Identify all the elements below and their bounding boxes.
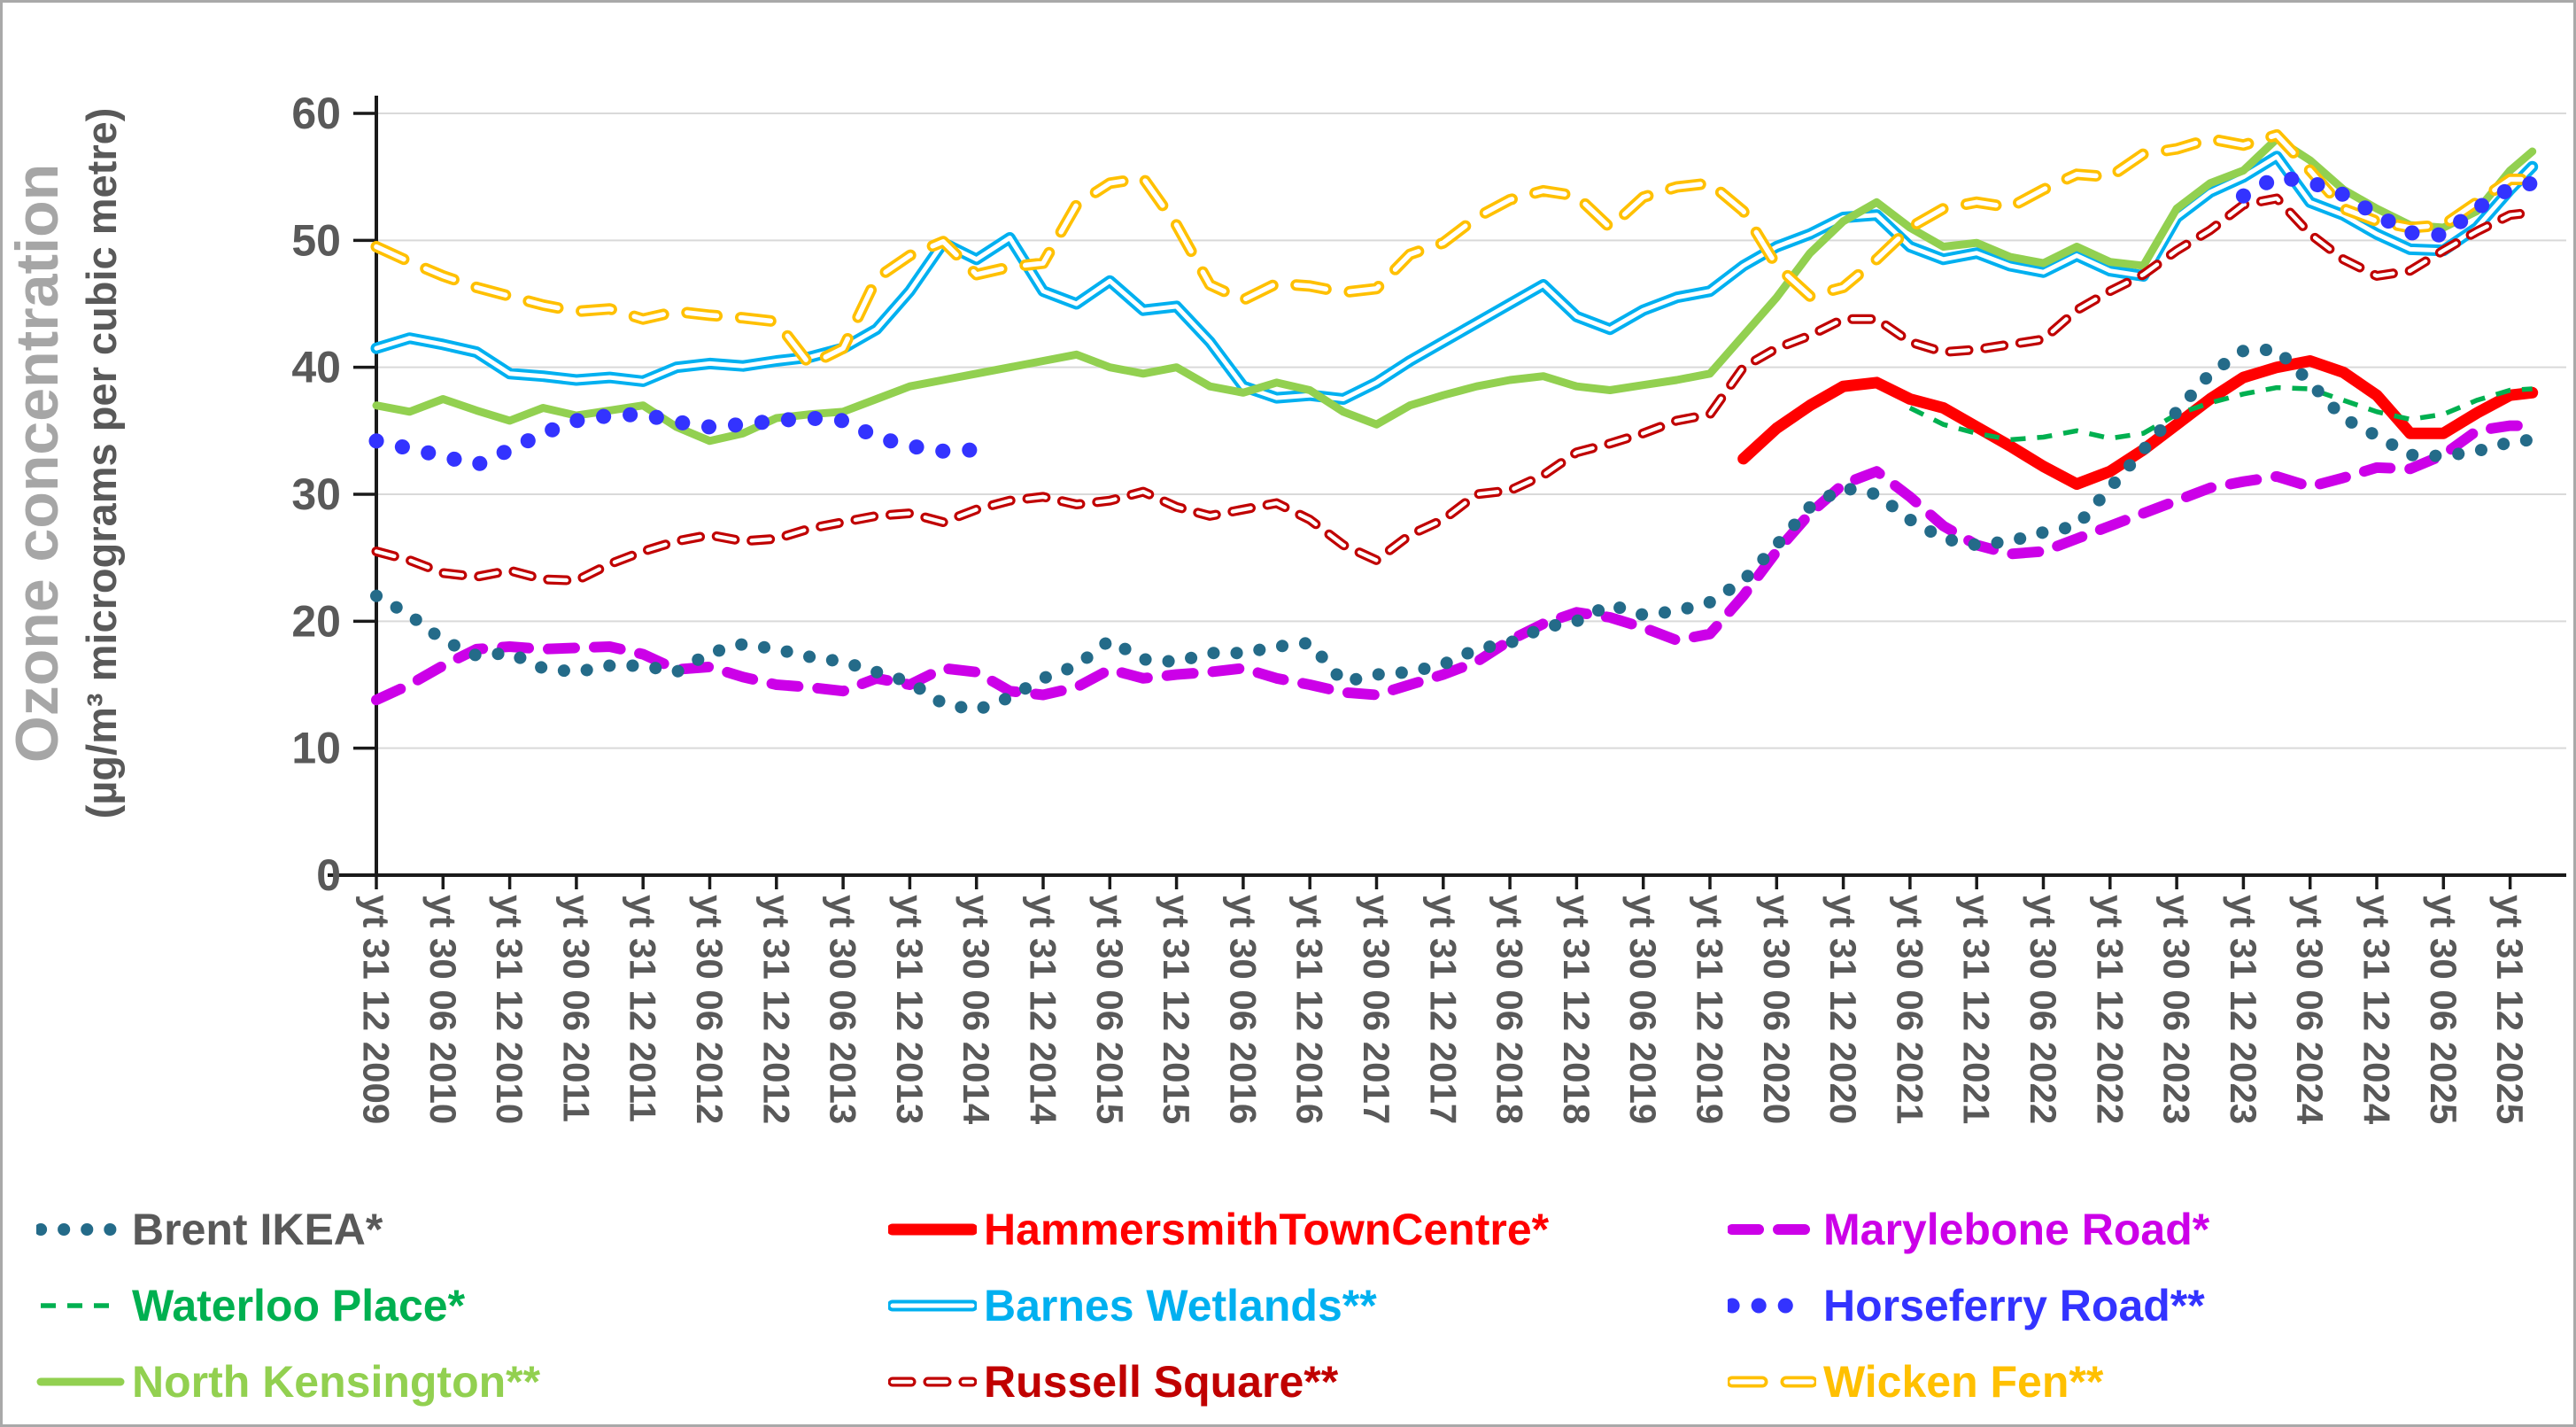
- barnes-wetlands-line-marker-icon: [888, 1299, 977, 1312]
- series-horseferry-road: [368, 169, 2541, 473]
- legend-item-russell-square: Russell Square**: [888, 1356, 1728, 1408]
- series-north-kensington: [372, 135, 2537, 446]
- x-tick-label: yt 31 12 2012: [755, 895, 797, 1124]
- x-tick-label: yt 31 12 2020: [1822, 895, 1864, 1124]
- x-tick-label: yt 31 12 2010: [489, 895, 530, 1124]
- x-tick-label: yt 30 06 2015: [1089, 895, 1131, 1124]
- x-tick-label: yt 31 12 2023: [2223, 895, 2264, 1124]
- series-barnes-wetlands: [370, 151, 2539, 405]
- legend-label-russell-square: Russell Square**: [984, 1357, 1339, 1407]
- x-tick-label: yt 31 12 2025: [2489, 895, 2531, 1124]
- hammersmith-town-centre-line-marker-icon: [888, 1223, 977, 1236]
- x-tick-label: yt 31 12 2017: [1422, 895, 1464, 1124]
- legend-item-hammersmith-town-centre: HammersmithTownCentre*: [888, 1204, 1728, 1255]
- x-tick-label: yt 30 06 2013: [823, 895, 864, 1124]
- y-tick-label: 20: [291, 596, 341, 646]
- wicken-fen-line-marker-icon: [1728, 1376, 1816, 1388]
- legend-label-brent-ikea: Brent IKEA*: [132, 1205, 383, 1254]
- legend-label-marylebone-road: Marylebone Road*: [1823, 1205, 2210, 1254]
- x-tick-label: yt 31 12 2009: [356, 895, 398, 1124]
- x-tick-label: yt 30 06 2024: [2289, 895, 2331, 1125]
- x-tick-label: yt 30 06 2016: [1222, 895, 1264, 1124]
- legend-label-barnes-wetlands: Barnes Wetlands**: [984, 1281, 1377, 1330]
- x-tick-label: yt 30 06 2021: [1889, 895, 1930, 1124]
- y-tick-label: 50: [291, 215, 341, 265]
- legend-label-horseferry-road: Horseferry Road**: [1823, 1281, 2205, 1330]
- x-tick-label: yt 31 12 2011: [623, 895, 664, 1122]
- y-tick-label: 30: [291, 469, 341, 519]
- brent-ikea-line-marker-icon: [36, 1223, 125, 1236]
- legend-item-waterloo-place: Waterloo Place*: [36, 1280, 888, 1331]
- x-tick-label: yt 31 12 2018: [1556, 895, 1597, 1124]
- y-axis-title-main: Ozone concentration: [4, 164, 71, 763]
- y-tick-label: 10: [291, 724, 341, 773]
- series-wicken-fen: [370, 128, 2539, 371]
- series-russell-square: [371, 193, 2538, 586]
- x-tick-label: yt 30 06 2018: [1489, 895, 1531, 1124]
- y-tick-label: 60: [291, 89, 341, 138]
- legend-item-brent-ikea: Brent IKEA*: [36, 1204, 888, 1255]
- x-tick-label: yt 31 12 2024: [2356, 895, 2398, 1125]
- x-tick-label: yt 31 12 2021: [1956, 895, 1998, 1124]
- legend-item-wicken-fen: Wicken Fen**: [1728, 1356, 2560, 1408]
- series-waterloo-place: [1908, 384, 2533, 443]
- y-tick-label: 0: [316, 850, 341, 900]
- marylebone-road-line-marker-icon: [1728, 1224, 1816, 1235]
- x-tick-label: yt 31 12 2022: [2089, 895, 2131, 1124]
- russell-square-line-marker-icon: [888, 1377, 977, 1387]
- x-axis-ticks: yt 31 12 2009 yt 30 06 2010 yt 31 12 2010 y…: [356, 875, 2531, 1125]
- x-tick-label: yt 30 06 2014: [955, 895, 997, 1125]
- legend-label-waterloo-place: Waterloo Place*: [132, 1281, 466, 1330]
- legend-item-horseferry-road: Horseferry Road**: [1728, 1280, 2560, 1331]
- x-tick-label: yt 31 12 2015: [1156, 895, 1197, 1124]
- x-tick-label: yt 30 06 2023: [2156, 895, 2198, 1124]
- y-axis-ticks: 0 10 20 30 40 50 60: [291, 89, 376, 900]
- legend-item-marylebone-road: Marylebone Road*: [1728, 1204, 2560, 1255]
- x-tick-label: yt 30 06 2011: [555, 895, 597, 1122]
- x-tick-label: yt 30 06 2025: [2423, 895, 2464, 1124]
- y-axis-title: Ozone concentration (µg/m³ micrograms per…: [4, 108, 125, 819]
- x-tick-label: yt 30 06 2017: [1356, 895, 1397, 1124]
- x-tick-label: yt 31 12 2014: [1023, 895, 1064, 1125]
- axes: [328, 96, 2566, 877]
- x-tick-label: yt 30 06 2020: [1756, 895, 1798, 1124]
- legend-item-north-kensington: North Kensington**: [36, 1356, 888, 1408]
- chart-legend: Brent IKEA* HammersmithTownCentre* Maryleb…: [36, 1191, 2560, 1420]
- legend-label-wicken-fen: Wicken Fen**: [1823, 1357, 2104, 1407]
- y-axis-title-units: (µg/m³ micrograms per cubic metre): [78, 108, 125, 819]
- waterloo-place-line-marker-icon: [41, 1303, 120, 1308]
- legend-label-north-kensington: North Kensington**: [132, 1357, 541, 1407]
- x-tick-label: yt 31 12 2013: [889, 895, 931, 1124]
- x-tick-label: yt 30 06 2022: [2023, 895, 2064, 1124]
- legend-label-hammersmith-town-centre: HammersmithTownCentre*: [984, 1205, 1550, 1254]
- north-kensington-line-marker-icon: [36, 1377, 125, 1386]
- horseferry-road-line-marker-icon: [1728, 1298, 1816, 1314]
- x-tick-label: yt 30 06 2010: [422, 895, 464, 1124]
- y-tick-label: 40: [291, 343, 341, 392]
- x-tick-label: yt 30 06 2019: [1622, 895, 1664, 1124]
- x-tick-label: yt 30 06 2012: [689, 895, 731, 1124]
- legend-item-barnes-wetlands: Barnes Wetlands**: [888, 1280, 1728, 1331]
- series-marylebone-road: [371, 420, 2538, 706]
- x-tick-label: yt 31 12 2019: [1690, 895, 1731, 1124]
- x-tick-label: yt 31 12 2016: [1289, 895, 1331, 1124]
- series-brent-ikea: [370, 343, 2539, 717]
